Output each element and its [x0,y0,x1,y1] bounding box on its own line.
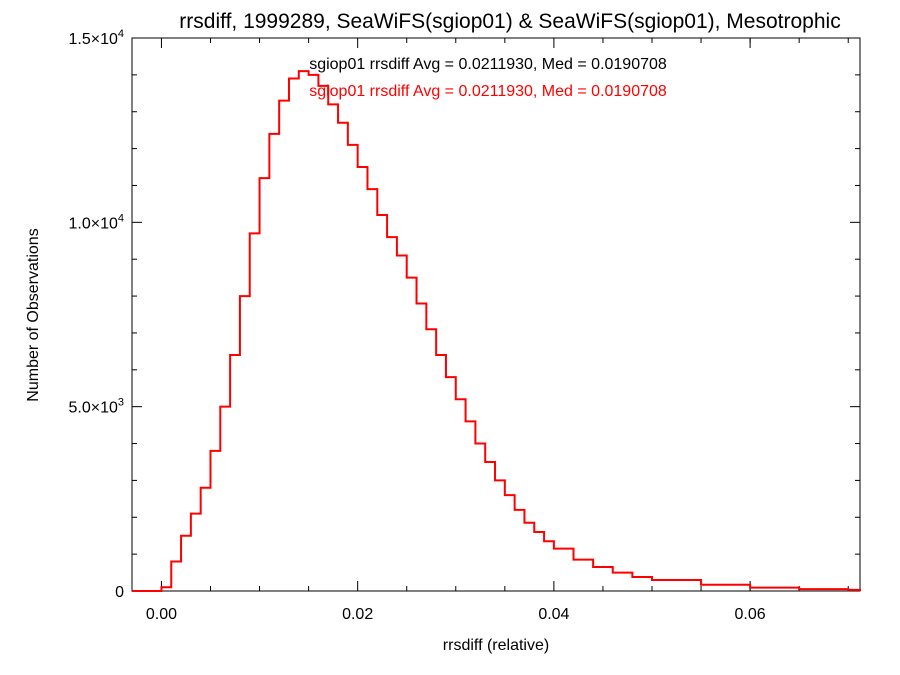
y-tick-label: 0 [115,584,124,601]
annotation-black: sgiop01 rrsdiff Avg = 0.0211930, Med = 0… [309,56,667,73]
chart-title: rrsdiff, 1999289, SeaWiFS(sgiop01) & Sea… [179,10,840,33]
y-axis-label: Number of Observations [25,228,42,401]
series-line-sgiop01 [132,70,861,592]
y-axis-ticks: 0 5.0×103 1.0×104 1.5×104 [68,28,860,601]
series-layer [132,70,861,592]
y-tick-label: 5.0×103 [68,397,124,417]
x-axis-label: rrsdiff (relative) [443,637,549,654]
x-tick-label: 0.06 [735,606,766,623]
y-tick-label: 1.5×104 [68,28,124,48]
x-tick-label: 0.04 [538,606,569,623]
plot-frame [131,37,861,592]
x-tick-label: 0.00 [146,606,177,623]
y-tick-label: 1.0×104 [68,212,124,232]
x-tick-label: 0.02 [342,606,373,623]
x-axis-ticks: 0.00 0.02 0.04 0.06 [146,38,849,623]
annotation-red: sgiop01 rrsdiff Avg = 0.0211930, Med = 0… [309,83,667,100]
